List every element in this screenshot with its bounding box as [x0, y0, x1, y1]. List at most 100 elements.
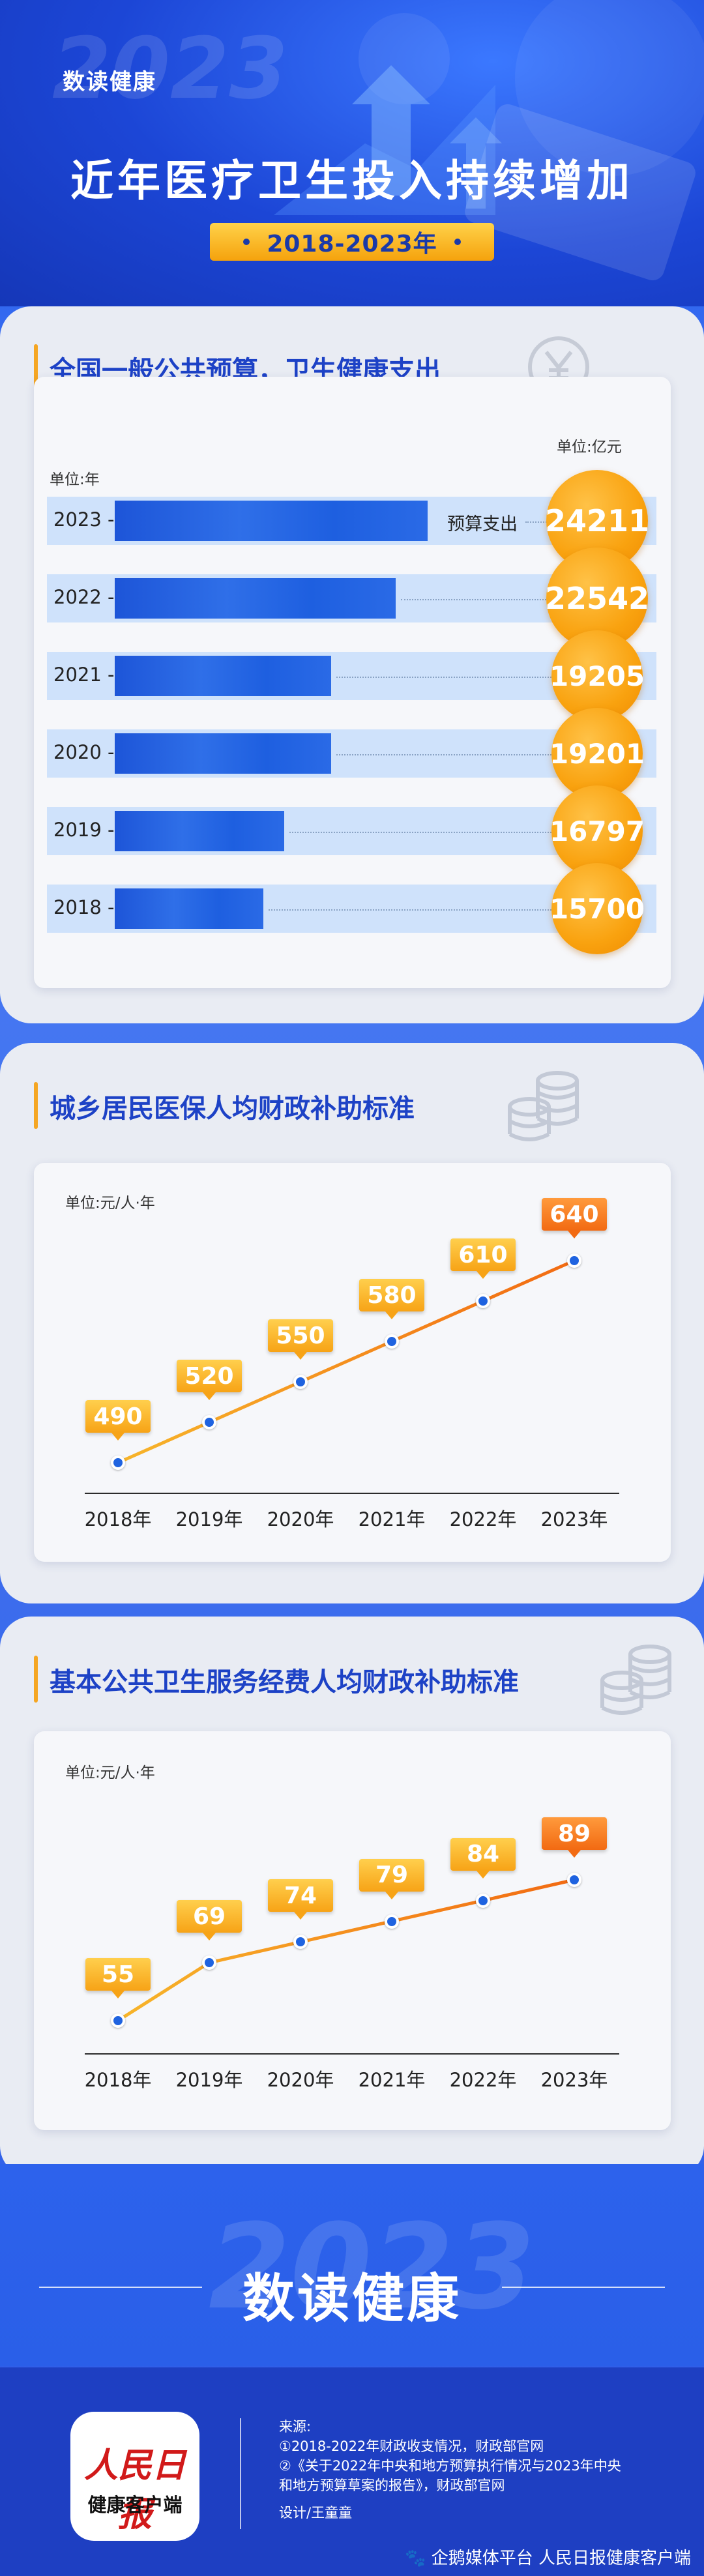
unit-label-year: 单位:年	[50, 471, 100, 488]
year-range-badge: 2018-2023年	[210, 223, 494, 261]
data-point	[111, 1456, 125, 1470]
source-item-1: ①2018-2022年财政收支情况，财政部官网	[279, 2438, 544, 2454]
coins-icon	[508, 1071, 579, 1141]
bullet-dot-icon	[243, 239, 250, 245]
bar-category-label: 2021 -	[53, 664, 115, 686]
arrow-up-icon	[352, 65, 430, 196]
unit-label-public-health: 单位:元/人·年	[65, 1764, 155, 1781]
data-label: 89	[542, 1817, 607, 1858]
logo-main-text: 人民日报	[83, 2446, 186, 2534]
data-label: 84	[450, 1837, 516, 1879]
x-axis-line	[85, 1493, 619, 1494]
bar-leader-line	[401, 599, 567, 600]
data-point	[476, 1294, 490, 1308]
section-title-insurance: 城乡居民医保人均财政补助标准	[50, 1094, 415, 1124]
bar	[115, 501, 428, 541]
paw-icon: 🐾	[405, 2549, 432, 2568]
section-accent-bar	[34, 1656, 38, 1703]
section-accent-bar	[34, 1082, 38, 1129]
coins-icon	[600, 1645, 671, 1715]
source-item-2a: ②《关于2022年中央和地方预算执行情况与2023年中央	[279, 2458, 621, 2474]
x-tick-label: 2022年	[449, 2069, 517, 2091]
footer-separator	[240, 2418, 241, 2529]
footer-decoration: 2023	[209, 2199, 535, 2335]
data-point	[202, 1955, 216, 1970]
bar-leader-line	[269, 909, 567, 911]
bar-category-label: 2022 -	[53, 586, 115, 608]
footer-brand: 数读健康	[242, 2268, 462, 2329]
footer-divider-left	[39, 2287, 202, 2288]
platform-credit: 🐾 企鹅媒体平台 人民日报健康客户端	[405, 2545, 691, 2569]
data-label: 69	[177, 1900, 242, 1941]
page-title: 近年医疗卫生投入持续增加	[70, 156, 634, 206]
bullet-dot-icon	[454, 239, 461, 245]
x-tick-label: 2019年	[175, 1508, 243, 1530]
section-title-public-health: 基本公共卫生服务经费人均财政补助标准	[50, 1667, 519, 1697]
platform-text: 企鹅媒体平台 人民日报健康客户端	[431, 2549, 691, 2568]
bar-leader-line	[289, 832, 567, 833]
data-label: 520	[177, 1360, 242, 1400]
source-title: 来源:	[279, 2419, 312, 2435]
data-point	[567, 1253, 581, 1268]
bar-annotation: 预算支出	[447, 514, 518, 534]
x-tick-label: 2020年	[267, 2069, 334, 2091]
data-label: 490	[85, 1400, 151, 1441]
bar	[115, 578, 396, 619]
x-tick-label: 2020年	[267, 1508, 334, 1530]
bar	[115, 811, 284, 851]
header: 2023 数读健康 近年医疗卫生投入持续增加 2018-2023年	[0, 0, 704, 306]
data-point	[293, 1375, 308, 1389]
logo-sub-text: 健康客户端	[87, 2494, 183, 2516]
data-point	[567, 1873, 581, 1887]
bar-category-label: 2020 -	[53, 741, 115, 763]
people-daily-logo: 人民日报 健康客户端	[70, 2412, 199, 2541]
data-point	[385, 1914, 399, 1929]
data-point	[293, 1935, 308, 1950]
bar-category-label: 2018 -	[53, 896, 115, 918]
year-range-text: 2018-2023年	[267, 231, 437, 257]
x-tick-label: 2019年	[175, 2069, 243, 2091]
data-label: 550	[268, 1319, 333, 1360]
data-point	[385, 1334, 399, 1349]
bar-value-label: 19205	[550, 630, 645, 722]
brand-logo-text: 数读健康	[63, 69, 156, 95]
footer-bg-year: 2023	[209, 2199, 535, 2335]
data-point	[202, 1415, 216, 1429]
bar	[115, 656, 331, 696]
bar	[115, 888, 263, 929]
x-tick-label: 2021年	[358, 1508, 426, 1530]
bar	[115, 733, 331, 774]
data-label: 79	[359, 1858, 424, 1899]
x-tick-label: 2018年	[84, 2069, 152, 2091]
data-point	[476, 1893, 490, 1908]
x-tick-label: 2022年	[449, 1508, 517, 1530]
section-accent-bar	[34, 344, 38, 391]
bar-category-label: 2023 -	[53, 508, 115, 531]
x-axis-line	[85, 2053, 619, 2055]
source-item-2b: 和地方预算草案的报告》，财政部官网	[279, 2478, 505, 2493]
data-label: 640	[542, 1198, 607, 1238]
designer-credit: 设计/王童童	[279, 2505, 353, 2521]
x-tick-label: 2023年	[540, 2069, 608, 2091]
bar-value-label: 15700	[550, 863, 645, 954]
header-bg-year: 2023	[52, 19, 288, 118]
bar-leader-line	[336, 677, 567, 678]
bar-leader-line	[336, 754, 567, 755]
bar-category-label: 2019 -	[53, 819, 115, 841]
data-point	[111, 2013, 125, 2028]
unit-label-insurance: 单位:元/人·年	[65, 1195, 155, 1212]
footer-divider-right	[502, 2287, 665, 2288]
bar-value-label: 16797	[550, 785, 645, 877]
unit-label-money: 单位:亿元	[557, 439, 622, 456]
x-tick-label: 2021年	[358, 2069, 426, 2091]
footer-band: 2023	[0, 2164, 704, 2366]
bar-value-label: 19201	[550, 708, 645, 799]
data-label: 610	[450, 1238, 516, 1279]
data-label: 74	[268, 1879, 333, 1920]
header-decoration: 2023	[52, 0, 704, 281]
x-tick-label: 2018年	[84, 1508, 152, 1530]
data-label: 55	[85, 1958, 151, 1998]
data-label: 580	[359, 1279, 424, 1319]
x-tick-label: 2023年	[540, 1508, 608, 1530]
